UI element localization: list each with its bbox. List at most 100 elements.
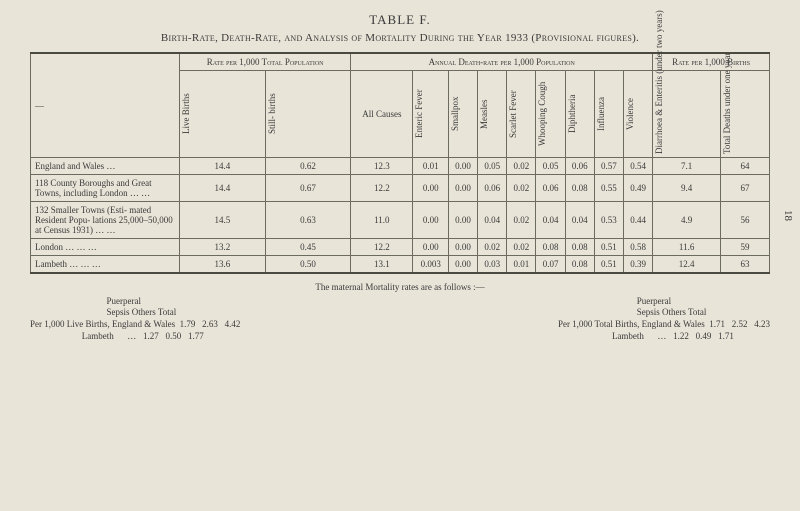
table-body: England and Wales … 14.4 0.62 12.3 0.01 … (31, 158, 770, 274)
row-label: Lambeth … … … (31, 256, 180, 274)
header-violence: Violence (624, 71, 653, 158)
cell: 0.05 (478, 158, 507, 175)
row-label: 118 County Boroughs and Great Towns, inc… (31, 175, 180, 202)
cell: 63 (721, 256, 770, 274)
cell: 0.06 (536, 175, 565, 202)
cell: 59 (721, 239, 770, 256)
cell: 0.06 (478, 175, 507, 202)
cell: 0.08 (565, 239, 594, 256)
cell: 0.39 (624, 256, 653, 274)
cell: 0.02 (507, 158, 536, 175)
cell: 0.49 (624, 175, 653, 202)
cell: 11.6 (653, 239, 721, 256)
cell: 14.4 (180, 175, 266, 202)
cell: 0.45 (265, 239, 351, 256)
header-total-deaths: Total Deaths under one year (721, 71, 770, 158)
side-page-number: 18 (782, 210, 794, 221)
header-annual: Annual Death-rate per 1,000 Population (351, 53, 653, 71)
cell: 0.02 (478, 239, 507, 256)
table-row: Lambeth … … … 13.6 0.50 13.1 0.003 0.00 … (31, 256, 770, 274)
header-diphtheria: Diphtheria (565, 71, 594, 158)
table-row: 118 County Boroughs and Great Towns, inc… (31, 175, 770, 202)
header-influenza: Influenza (594, 71, 623, 158)
cell: 0.54 (624, 158, 653, 175)
cell: 9.4 (653, 175, 721, 202)
cell: 0.07 (536, 256, 565, 274)
cell: 0.62 (265, 158, 351, 175)
cell: 0.00 (413, 239, 449, 256)
cell: 0.02 (507, 202, 536, 239)
cell: 0.63 (265, 202, 351, 239)
table-head: — Rate per 1,000 Total Population Annual… (31, 53, 770, 158)
cell: 7.1 (653, 158, 721, 175)
header-still-births: Still- births (265, 71, 351, 158)
cell: 0.53 (594, 202, 623, 239)
header-rate-births: Rate per 1,000 Births (653, 53, 770, 71)
header-live-births: Live Births (180, 71, 266, 158)
cell: 0.01 (413, 158, 449, 175)
cell: 12.2 (351, 239, 413, 256)
header-scarlet: Scarlet Fever (507, 71, 536, 158)
cell: 13.6 (180, 256, 266, 274)
cell: 0.04 (536, 202, 565, 239)
cell: 64 (721, 158, 770, 175)
row-label: England and Wales … (31, 158, 180, 175)
header-enteric: Enteric Fever (413, 71, 449, 158)
cell: 0.03 (478, 256, 507, 274)
cell: 14.4 (180, 158, 266, 175)
cell: 0.00 (448, 175, 477, 202)
cell: 0.00 (413, 202, 449, 239)
header-diarrhoea: Diarrhoea & Enteritis (under two years) (653, 71, 721, 158)
cell: 0.08 (565, 175, 594, 202)
header-rate-pop: Rate per 1,000 Total Population (180, 53, 351, 71)
footer-columns: Puerperal Sepsis Others Total Per 1,000 … (30, 296, 770, 343)
cell: 0.00 (448, 239, 477, 256)
cell: 0.51 (594, 256, 623, 274)
row-label: 132 Smaller Towns (Esti- mated Resident … (31, 202, 180, 239)
cell: 11.0 (351, 202, 413, 239)
table-row: 132 Smaller Towns (Esti- mated Resident … (31, 202, 770, 239)
cell: 0.02 (507, 175, 536, 202)
cell: 0.06 (565, 158, 594, 175)
header-measles: Measles (478, 71, 507, 158)
cell: 12.4 (653, 256, 721, 274)
cell: 67 (721, 175, 770, 202)
footer-left: Puerperal Sepsis Others Total Per 1,000 … (30, 296, 240, 343)
cell: 12.2 (351, 175, 413, 202)
cell: 0.58 (624, 239, 653, 256)
footer-title: The maternal Mortality rates are as foll… (30, 282, 770, 294)
cell: 0.44 (624, 202, 653, 239)
cell: 13.1 (351, 256, 413, 274)
header-dash: — (31, 53, 180, 158)
footer-right: Puerperal Sepsis Others Total Per 1,000 … (558, 296, 770, 343)
cell: 0.01 (507, 256, 536, 274)
header-all-causes: All Causes (351, 71, 413, 158)
cell: 0.00 (448, 202, 477, 239)
cell: 0.04 (565, 202, 594, 239)
cell: 56 (721, 202, 770, 239)
cell: 0.67 (265, 175, 351, 202)
cell: 0.57 (594, 158, 623, 175)
cell: 0.00 (448, 158, 477, 175)
footer: The maternal Mortality rates are as foll… (30, 282, 770, 342)
table-row: England and Wales … 14.4 0.62 12.3 0.01 … (31, 158, 770, 175)
cell: 0.05 (536, 158, 565, 175)
cell: 4.9 (653, 202, 721, 239)
cell: 14.5 (180, 202, 266, 239)
cell: 0.50 (265, 256, 351, 274)
header-whooping: Whooping Cough (536, 71, 565, 158)
cell: 13.2 (180, 239, 266, 256)
document-page: TABLE F. Birth-Rate, Death-Rate, and Ana… (0, 0, 800, 350)
cell: 0.00 (448, 256, 477, 274)
cell: 0.04 (478, 202, 507, 239)
row-label: London … … … (31, 239, 180, 256)
cell: 0.51 (594, 239, 623, 256)
header-smallpox: Smallpox (448, 71, 477, 158)
cell: 0.00 (413, 175, 449, 202)
cell: 0.003 (413, 256, 449, 274)
cell: 0.02 (507, 239, 536, 256)
cell: 12.3 (351, 158, 413, 175)
table-row: London … … … 13.2 0.45 12.2 0.00 0.00 0.… (31, 239, 770, 256)
cell: 0.55 (594, 175, 623, 202)
cell: 0.08 (536, 239, 565, 256)
